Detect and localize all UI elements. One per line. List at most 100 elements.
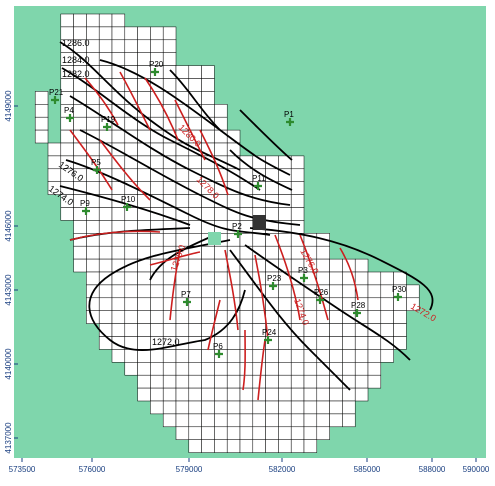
well-p21[interactable]: P21 [49,88,64,104]
well-dot [68,116,72,120]
grid-cell [252,310,266,324]
contour-line [149,234,216,281]
well-label: P26 [314,288,329,297]
well-p5[interactable]: P5 [91,158,101,174]
grid-cell [329,362,343,376]
grid-cell [124,245,138,260]
grid-cell [137,26,151,41]
contour-line [119,71,151,131]
grid-cell [175,65,190,79]
grid-cell [214,129,228,144]
well-dot [217,352,221,356]
grid-cell [73,104,87,118]
grid-cell [290,168,305,182]
well-p30[interactable]: P30 [392,285,407,301]
grid-cell [137,362,151,376]
grid-cell [380,310,394,324]
grid-cell [137,323,151,337]
grid-cell [214,439,228,453]
well-dot [153,70,157,74]
grid-cell [137,284,151,299]
grid-cell [239,323,254,337]
contour-line [257,339,266,401]
grid-cell [354,271,369,286]
grid-cell [188,78,202,92]
grid-cell [278,400,292,415]
grid-cell [150,323,164,337]
grid-cell [201,78,215,92]
contour-label: 1282.0 [62,69,90,79]
grid-cell [86,297,100,311]
grid-cell [162,78,177,92]
grid-cell [73,220,87,234]
well-p20[interactable]: P20 [149,60,164,76]
well-p4[interactable]: P4 [64,106,74,122]
grid-cell [239,387,254,402]
well-label: P4 [64,106,74,115]
grid-cell [226,400,241,415]
well-p23[interactable]: P23 [267,274,282,290]
grid-cell [265,245,279,260]
well-p6[interactable]: P6 [213,342,223,358]
grid-cell [124,233,138,247]
well-p9[interactable]: P9 [80,199,90,215]
grid-cell [226,194,241,208]
grid-cell [214,207,228,221]
grid-cell [73,207,87,221]
grid-cell [290,155,305,170]
grid-cell [329,284,343,299]
grid-cell [265,426,279,440]
grid-cell [150,181,164,195]
grid-cell [214,362,228,376]
grid-cell [188,323,202,337]
grid-cell [265,387,279,402]
well-dot [288,120,292,124]
well-p2[interactable]: P2 [232,222,242,238]
grid-cell [239,439,254,453]
grid-cell [124,323,138,337]
grid-cell [86,258,100,273]
contour-line [69,95,291,206]
grid-cell [226,374,241,389]
grid-cell [150,39,164,53]
well-dot [236,232,240,236]
well-p11[interactable]: P11 [252,174,266,190]
well-label: P11 [252,174,266,183]
well-p1[interactable]: P1 [284,110,294,126]
x-tick-label: 576000 [79,465,106,474]
grid-cell [329,323,343,337]
grid-cell [303,426,318,440]
well-p10[interactable]: P10 [121,195,136,211]
grid-cell [150,387,164,402]
well-p3[interactable]: P3 [298,266,308,282]
grid-cell [188,65,202,79]
grid-cell [162,400,177,415]
grid-cell [342,284,356,299]
grid-cell [278,374,292,389]
inactive-cell [208,232,221,245]
grid-cell [290,194,305,208]
y-tick-label: 4143000 [4,274,13,306]
grid-cell [188,374,202,389]
grid-cell [329,310,343,324]
grid-cell [137,310,151,324]
grid-cell [226,245,241,260]
well-p24[interactable]: P24 [262,328,277,344]
grid-cell [111,26,126,41]
well-p19[interactable]: P19 [101,115,116,131]
well-dot [302,276,306,280]
grid-cell [214,258,228,273]
well-p28[interactable]: P28 [351,301,366,317]
grid-cell [60,13,74,28]
grid-cell [226,349,241,363]
contour-line [239,109,293,161]
grid-cell [124,310,138,324]
well-p26[interactable]: P26 [314,288,329,304]
grid-cell [239,310,254,324]
well-label: P24 [262,328,277,337]
grid-cell [86,13,100,28]
well-p7[interactable]: P7 [181,290,191,306]
grid-cell [239,284,254,299]
grid-cell [124,26,138,41]
